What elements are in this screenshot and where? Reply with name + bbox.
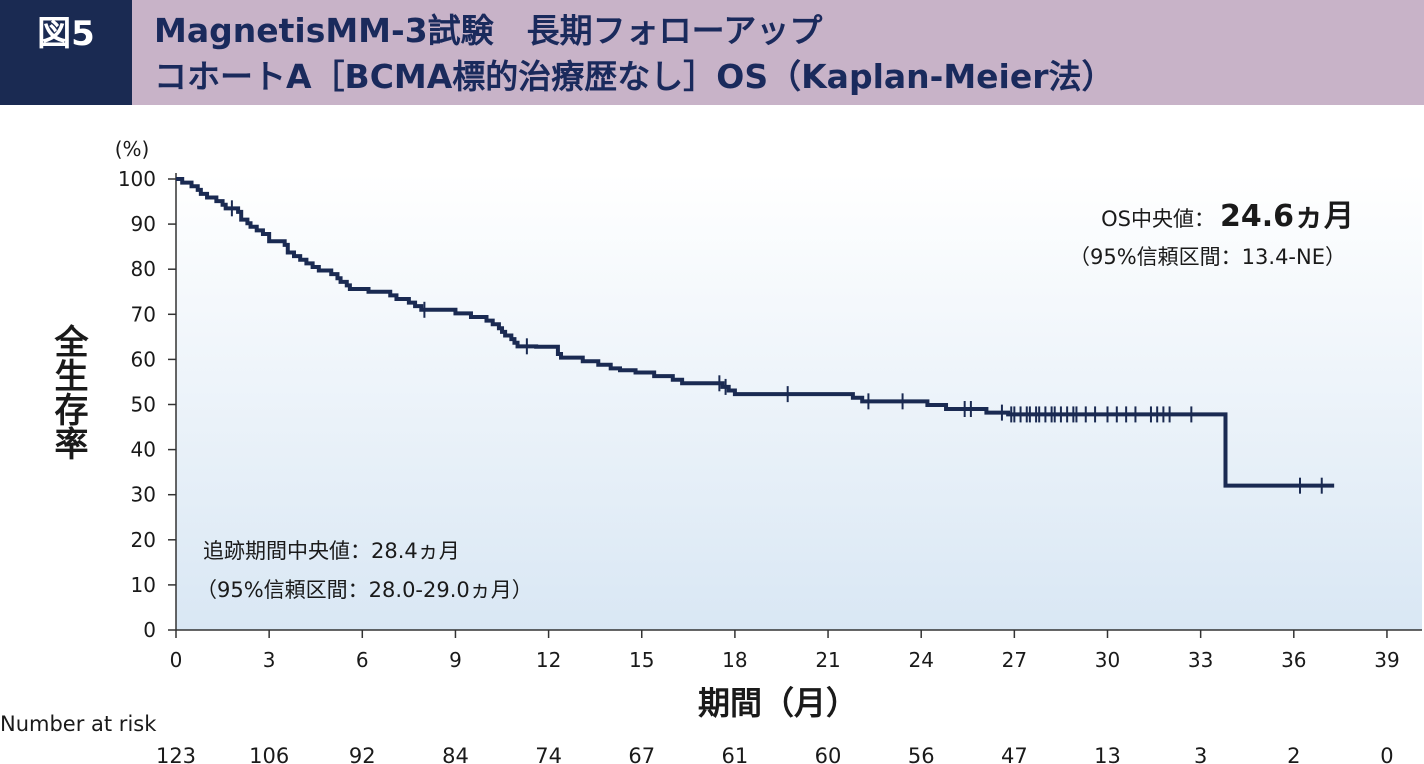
y-tick-label: 0: [143, 618, 156, 642]
risk-count: 0: [1380, 744, 1393, 764]
x-tick-label: 6: [356, 648, 369, 672]
risk-count: 3: [1194, 744, 1207, 764]
risk-count: 67: [628, 744, 655, 764]
x-tick-label: 24: [908, 648, 933, 672]
survival-curve: [176, 177, 1335, 488]
followup-confidence-interval: （95%信頼区間：28.0-29.0ヵ月）: [196, 578, 533, 602]
x-tick-label: 12: [536, 648, 561, 672]
x-tick-label: 21: [815, 648, 840, 672]
y-tick-label: 70: [131, 302, 156, 326]
followup-median: 追跡期間中央値：28.4ヵ月: [203, 539, 460, 563]
x-tick-label: 0: [170, 648, 183, 672]
x-tick-label: 15: [629, 648, 654, 672]
y-unit: (%): [115, 137, 150, 161]
x-tick-label: 33: [1188, 648, 1213, 672]
y-tick-label: 50: [131, 393, 156, 417]
risk-count: 47: [1001, 744, 1028, 764]
risk-count: 106: [249, 744, 289, 764]
risk-count: 92: [349, 744, 376, 764]
y-axis-label: 全生存率: [48, 323, 89, 460]
risk-count: 61: [722, 744, 749, 764]
y-tick-label: 90: [131, 212, 156, 236]
os-median-label: OS中央値：: [1101, 207, 1215, 231]
x-tick-label: 27: [1002, 648, 1027, 672]
y-tick-label: 40: [131, 438, 156, 462]
risk-count: 2: [1287, 744, 1300, 764]
x-tick-label: 39: [1374, 648, 1399, 672]
y-tick-label: 100: [118, 167, 156, 191]
x-tick-label: 30: [1095, 648, 1120, 672]
x-tick-label: 3: [263, 648, 276, 672]
y-tick-label: 80: [131, 257, 156, 281]
risk-count: 74: [535, 744, 562, 764]
risk-count: 123: [156, 744, 196, 764]
risk-count: 13: [1094, 744, 1121, 764]
x-tick-label: 18: [722, 648, 747, 672]
title-line-1: MagnetisMM-3試験 長期フォローアップ: [154, 11, 823, 50]
risk-count: 84: [442, 744, 469, 764]
header-title-bar: MagnetisMM-3試験 長期フォローアップ コホートA［BCMA標的治療歴…: [132, 0, 1424, 105]
os-confidence-interval: （95%信頼区間：13.4-NE）: [1069, 245, 1346, 269]
y-tick-label: 20: [131, 528, 156, 552]
x-tick-label: 36: [1281, 648, 1306, 672]
y-tick-label: 10: [131, 573, 156, 597]
plot-area: [176, 173, 1422, 630]
x-axis-label: 期間（月）: [698, 684, 858, 722]
y-tick-label: 30: [131, 483, 156, 507]
risk-count: 56: [908, 744, 935, 764]
title-line-2: コホートA［BCMA標的治療歴なし］OS（Kaplan-Meier法）: [154, 57, 1115, 96]
y-tick-label: 60: [131, 347, 156, 371]
figure-label: 図5: [0, 0, 132, 105]
os-median-value: 24.6ヵ月: [1220, 199, 1354, 234]
risk-count: 60: [815, 744, 842, 764]
risk-table-label: Number at risk: [0, 712, 157, 736]
x-tick-label: 9: [449, 648, 462, 672]
